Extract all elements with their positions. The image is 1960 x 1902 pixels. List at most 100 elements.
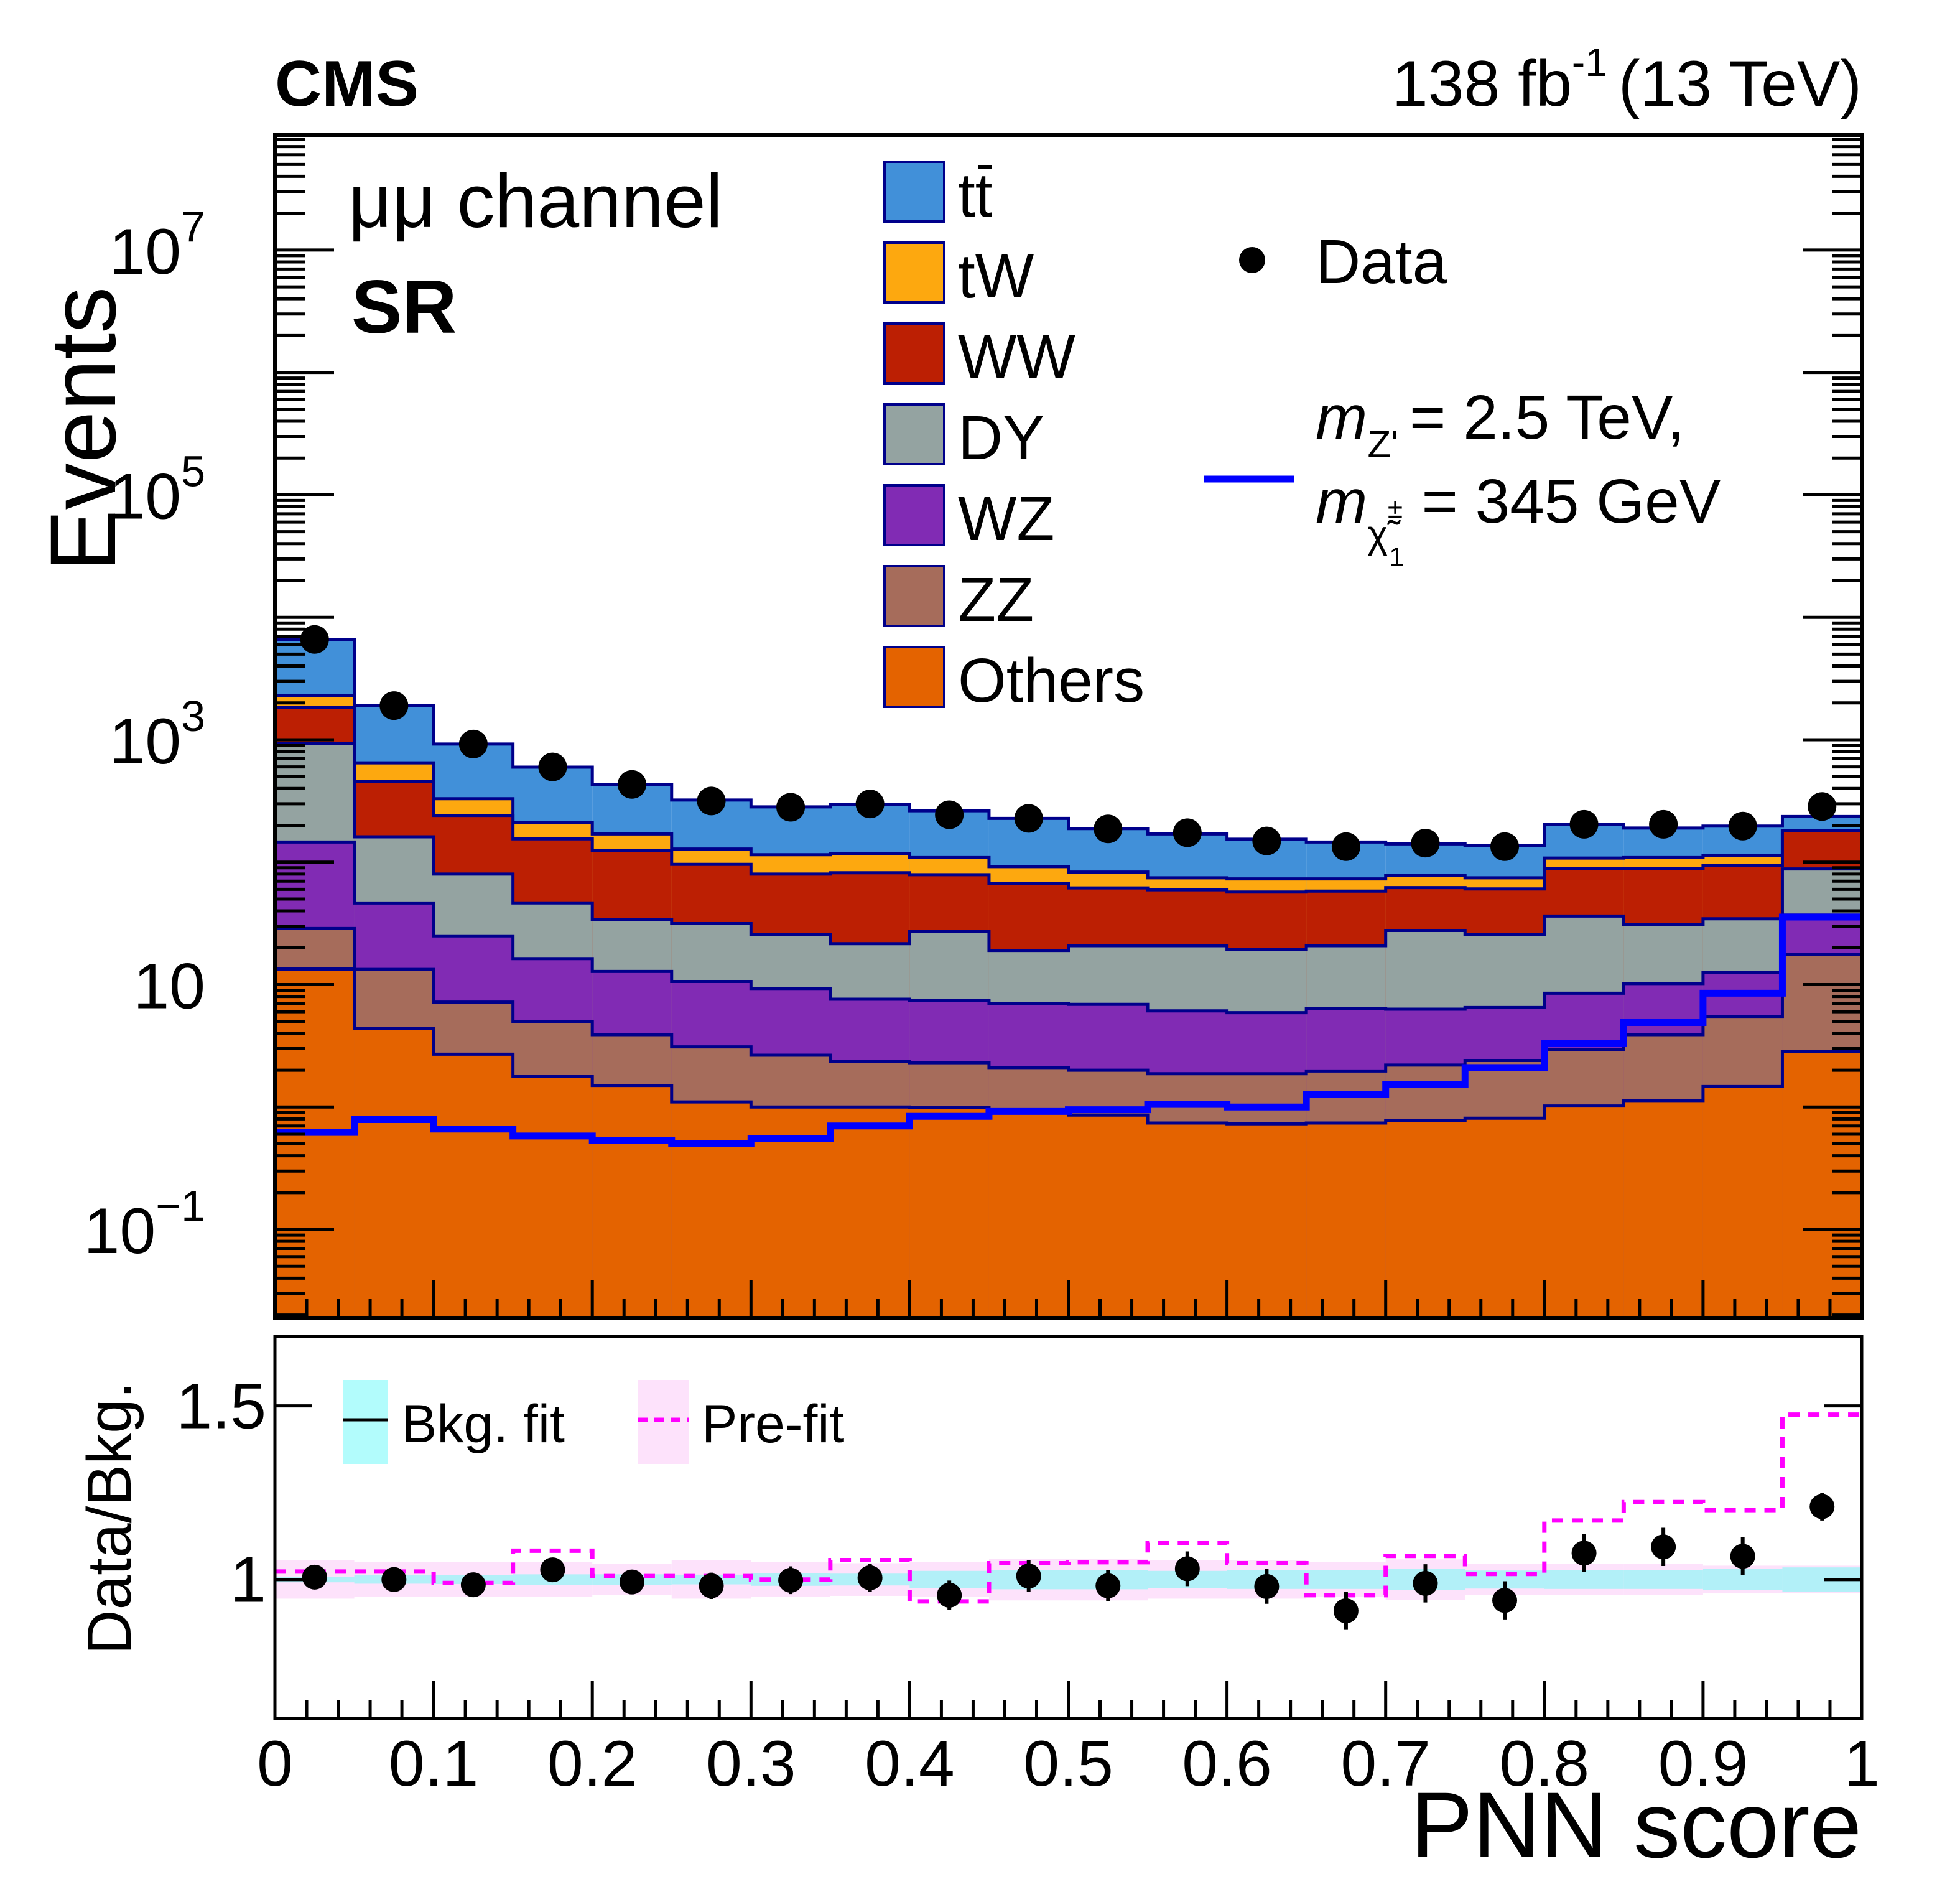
legend-data-marker bbox=[1239, 247, 1265, 273]
x-tick-label: 0.1 bbox=[389, 1728, 479, 1800]
stack-bar-others bbox=[354, 1028, 434, 1318]
stack-bar-others bbox=[434, 1054, 513, 1318]
stack-bar-others bbox=[830, 1107, 910, 1318]
channel-label: μμ channel bbox=[348, 159, 723, 243]
ratio-data-point bbox=[1413, 1570, 1438, 1596]
ratio-data-point bbox=[1571, 1541, 1597, 1566]
data-point bbox=[300, 625, 329, 654]
main-frame bbox=[273, 133, 1864, 1320]
data-point bbox=[776, 793, 806, 822]
legend-label-wz: WZ bbox=[958, 484, 1054, 554]
mass-subsubscript: 1 bbox=[1389, 542, 1404, 572]
ratio-axes: 1.51 bbox=[176, 1371, 1864, 1718]
legend-label-zz: ZZ bbox=[958, 565, 1034, 635]
stack-bar-others bbox=[513, 1076, 593, 1318]
legend-label-ww: WW bbox=[958, 322, 1075, 392]
stack-bar-others bbox=[1306, 1123, 1386, 1318]
legend-label-others: Others bbox=[958, 646, 1145, 716]
stack-bar-others bbox=[1623, 1100, 1703, 1318]
mass-symbol: m bbox=[1316, 467, 1367, 536]
ratio-data-point bbox=[302, 1564, 327, 1590]
y-tick-label: 10−1 bbox=[84, 1182, 206, 1267]
prefit-ratio-line bbox=[275, 1412, 1862, 1604]
legend-swatch-zz bbox=[883, 565, 945, 627]
y-tick-base: 10 bbox=[133, 951, 205, 1023]
ratio-data-points bbox=[302, 1493, 1835, 1630]
ratio-data-point bbox=[619, 1569, 644, 1595]
mass-subscript: Z' bbox=[1367, 423, 1398, 466]
stack-bar-others bbox=[1385, 1120, 1465, 1318]
data-points bbox=[300, 625, 1837, 861]
experiment-label: CMS bbox=[275, 48, 419, 120]
ratio-data-point bbox=[1809, 1494, 1835, 1519]
data-point bbox=[1490, 832, 1520, 861]
x-tick-label: 1 bbox=[1844, 1728, 1880, 1800]
mass-value: = 345 GeV bbox=[1422, 467, 1721, 536]
ratio-data-point bbox=[1333, 1598, 1359, 1623]
stack-outline-others bbox=[275, 967, 1862, 1126]
ratio-legend: Bkg. fit Pre-fit bbox=[343, 1380, 844, 1464]
data-point bbox=[1094, 814, 1123, 844]
legend-label-ttbar: tt bbox=[958, 161, 993, 230]
lumi-label: 138 fb-1 (13 TeV) bbox=[1392, 40, 1862, 120]
stack-bar-others bbox=[988, 1109, 1069, 1318]
legend-signal-label-line2: mχ̃± 1= 345 GeV bbox=[1316, 467, 1721, 572]
x-tick-label: 0.6 bbox=[1182, 1728, 1272, 1800]
data-point bbox=[1252, 826, 1281, 855]
y-tick-base: 10 bbox=[84, 1195, 156, 1267]
ratio-data-point bbox=[460, 1572, 486, 1598]
ratio-data-point bbox=[1492, 1588, 1518, 1613]
stack-outline-ww bbox=[275, 706, 1862, 894]
mass-symbol: m bbox=[1316, 383, 1367, 452]
y-tick-exponent: 3 bbox=[181, 692, 205, 740]
x-tick-label: 0.4 bbox=[865, 1728, 955, 1800]
legend-bkg-fit-label: Bkg. fit bbox=[401, 1394, 565, 1454]
ratio-y-tick-label: 1 bbox=[230, 1544, 266, 1616]
stack-bar-others bbox=[1068, 1115, 1148, 1318]
ratio-data-point bbox=[1016, 1564, 1041, 1589]
legend-bkg-fit-swatch bbox=[343, 1380, 388, 1464]
legend-swatch-ttbar bbox=[883, 161, 945, 223]
ratio-data-point bbox=[540, 1557, 565, 1583]
data-point bbox=[1331, 832, 1360, 861]
prefit-step-line bbox=[275, 1412, 1862, 1604]
ratio-y-axis-title: Data/Bkg. bbox=[75, 1381, 144, 1654]
data-point bbox=[1728, 811, 1757, 841]
signal-histogram bbox=[275, 913, 1862, 1148]
y-tick-exponent: 5 bbox=[181, 447, 205, 495]
y-tick-label: 103 bbox=[109, 692, 205, 778]
data-point bbox=[538, 752, 567, 781]
x-tick-label: 0.9 bbox=[1658, 1728, 1749, 1800]
data-point bbox=[1014, 804, 1043, 833]
stack-bar-others bbox=[1227, 1124, 1307, 1318]
legend-label-dy: DY bbox=[958, 403, 1044, 473]
stack-bar-others bbox=[1702, 1086, 1783, 1318]
ratio-data-point bbox=[1730, 1544, 1755, 1569]
lumi-value: 138 fb bbox=[1392, 48, 1572, 120]
stack-outline-zz bbox=[275, 926, 1862, 1076]
legend-swatch-others bbox=[883, 646, 945, 708]
stack-outline-dy bbox=[275, 742, 1862, 953]
data-point bbox=[458, 729, 488, 758]
x-tick-label: 0.8 bbox=[1500, 1728, 1590, 1800]
legend-swatch-dy bbox=[883, 403, 945, 465]
legend-signal-label-line1: mZ' = 2.5 TeV, bbox=[1316, 383, 1684, 466]
legend-swatch-ww bbox=[883, 322, 945, 385]
ratio-data-point bbox=[1174, 1556, 1200, 1582]
data-point bbox=[855, 790, 885, 819]
stack-bar-others bbox=[592, 1085, 672, 1318]
data-point bbox=[1649, 809, 1678, 839]
x-tick-labels: 0 0.1 0.2 0.3 0.4 0.5 0.6 0.7 0.8 0.9 1 bbox=[257, 1728, 1880, 1800]
legend-label-tw: tW bbox=[958, 241, 1034, 311]
legend-data-label: Data bbox=[1316, 227, 1447, 297]
y-tick-base: 10 bbox=[109, 706, 181, 778]
bkg-fit-band bbox=[1544, 1570, 1624, 1589]
ratio-data-point bbox=[1095, 1573, 1121, 1598]
ratio-frame bbox=[273, 1335, 1864, 1720]
y-tick-label: 105 bbox=[109, 447, 205, 533]
legend-swatch-wz bbox=[883, 484, 945, 546]
bkg-fit-band bbox=[1306, 1570, 1386, 1589]
x-tick-label: 0.7 bbox=[1340, 1728, 1431, 1800]
bkg-fit-band bbox=[1623, 1570, 1703, 1589]
